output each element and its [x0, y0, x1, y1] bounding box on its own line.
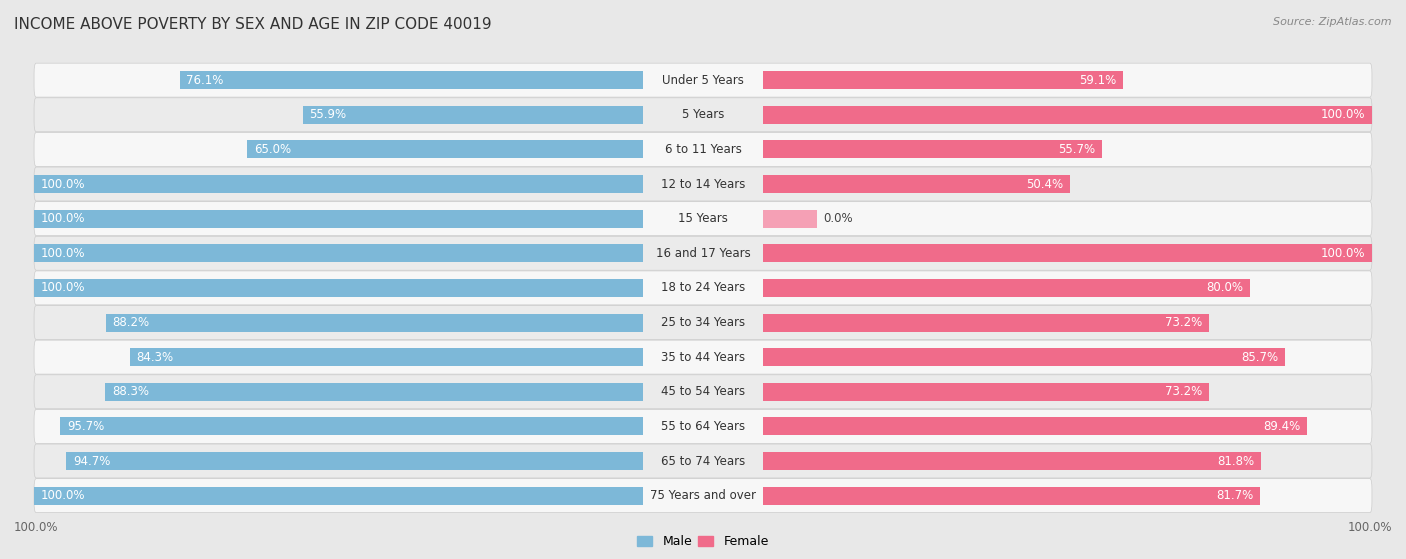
Text: 100.0%: 100.0% — [41, 281, 86, 295]
Text: 5 Years: 5 Years — [682, 108, 724, 121]
Text: 100.0%: 100.0% — [41, 212, 86, 225]
Bar — [60, 418, 643, 435]
FancyBboxPatch shape — [34, 444, 1372, 478]
Text: 16 and 17 Years: 16 and 17 Years — [655, 247, 751, 260]
Bar — [34, 487, 643, 505]
Text: 95.7%: 95.7% — [67, 420, 104, 433]
Text: 15 Years: 15 Years — [678, 212, 728, 225]
Text: 25 to 34 Years: 25 to 34 Years — [661, 316, 745, 329]
Text: 18 to 24 Years: 18 to 24 Years — [661, 281, 745, 295]
Bar — [763, 106, 1372, 124]
Bar — [763, 452, 1261, 470]
FancyBboxPatch shape — [34, 306, 1372, 339]
Bar — [763, 279, 1250, 297]
Text: 89.4%: 89.4% — [1264, 420, 1301, 433]
FancyBboxPatch shape — [34, 132, 1372, 167]
Text: 88.3%: 88.3% — [112, 385, 149, 398]
Text: 50.4%: 50.4% — [1026, 178, 1063, 191]
Text: 100.0%: 100.0% — [1320, 108, 1365, 121]
Text: 100.0%: 100.0% — [41, 178, 86, 191]
FancyBboxPatch shape — [34, 479, 1372, 513]
Text: 73.2%: 73.2% — [1164, 316, 1202, 329]
Text: 80.0%: 80.0% — [1206, 281, 1243, 295]
Bar — [763, 487, 1261, 505]
FancyBboxPatch shape — [34, 236, 1372, 270]
Bar — [66, 452, 643, 470]
Text: 88.2%: 88.2% — [112, 316, 150, 329]
FancyBboxPatch shape — [34, 409, 1372, 443]
Bar — [302, 106, 643, 124]
Text: 100.0%: 100.0% — [41, 247, 86, 260]
Bar — [763, 383, 1209, 401]
Text: 84.3%: 84.3% — [136, 350, 173, 364]
Bar — [105, 383, 643, 401]
Text: 55 to 64 Years: 55 to 64 Years — [661, 420, 745, 433]
Bar — [763, 244, 1372, 262]
Text: 81.8%: 81.8% — [1218, 454, 1254, 467]
Bar — [763, 140, 1102, 158]
FancyBboxPatch shape — [34, 167, 1372, 201]
Text: 65.0%: 65.0% — [254, 143, 291, 156]
Text: 65 to 74 Years: 65 to 74 Years — [661, 454, 745, 467]
Text: 59.1%: 59.1% — [1078, 74, 1116, 87]
Text: 55.9%: 55.9% — [309, 108, 346, 121]
Text: 75 Years and over: 75 Years and over — [650, 489, 756, 502]
Bar — [763, 71, 1123, 89]
Text: 0.0%: 0.0% — [824, 212, 853, 225]
Text: 45 to 54 Years: 45 to 54 Years — [661, 385, 745, 398]
Text: 94.7%: 94.7% — [73, 454, 111, 467]
Bar — [763, 210, 817, 228]
Text: 73.2%: 73.2% — [1164, 385, 1202, 398]
FancyBboxPatch shape — [34, 98, 1372, 132]
Bar — [763, 348, 1285, 366]
Bar — [763, 175, 1070, 193]
Bar — [247, 140, 643, 158]
Bar — [763, 418, 1308, 435]
Bar — [34, 210, 643, 228]
Text: 81.7%: 81.7% — [1216, 489, 1254, 502]
Text: Under 5 Years: Under 5 Years — [662, 74, 744, 87]
Bar — [180, 71, 643, 89]
Bar — [129, 348, 643, 366]
Bar — [34, 175, 643, 193]
Text: 100.0%: 100.0% — [41, 489, 86, 502]
FancyBboxPatch shape — [34, 271, 1372, 305]
Legend: Male, Female: Male, Female — [633, 530, 773, 553]
Text: 100.0%: 100.0% — [1347, 520, 1392, 533]
Bar — [105, 314, 643, 331]
Bar — [763, 314, 1209, 331]
Text: Source: ZipAtlas.com: Source: ZipAtlas.com — [1274, 17, 1392, 27]
Bar — [34, 279, 643, 297]
Text: 85.7%: 85.7% — [1241, 350, 1278, 364]
FancyBboxPatch shape — [34, 63, 1372, 97]
Text: 100.0%: 100.0% — [1320, 247, 1365, 260]
FancyBboxPatch shape — [34, 340, 1372, 374]
FancyBboxPatch shape — [34, 202, 1372, 235]
FancyBboxPatch shape — [34, 375, 1372, 409]
Text: 100.0%: 100.0% — [14, 520, 59, 533]
Text: 76.1%: 76.1% — [186, 74, 224, 87]
Text: 35 to 44 Years: 35 to 44 Years — [661, 350, 745, 364]
Bar — [34, 244, 643, 262]
Text: INCOME ABOVE POVERTY BY SEX AND AGE IN ZIP CODE 40019: INCOME ABOVE POVERTY BY SEX AND AGE IN Z… — [14, 17, 492, 32]
Text: 12 to 14 Years: 12 to 14 Years — [661, 178, 745, 191]
Text: 6 to 11 Years: 6 to 11 Years — [665, 143, 741, 156]
Text: 55.7%: 55.7% — [1059, 143, 1095, 156]
